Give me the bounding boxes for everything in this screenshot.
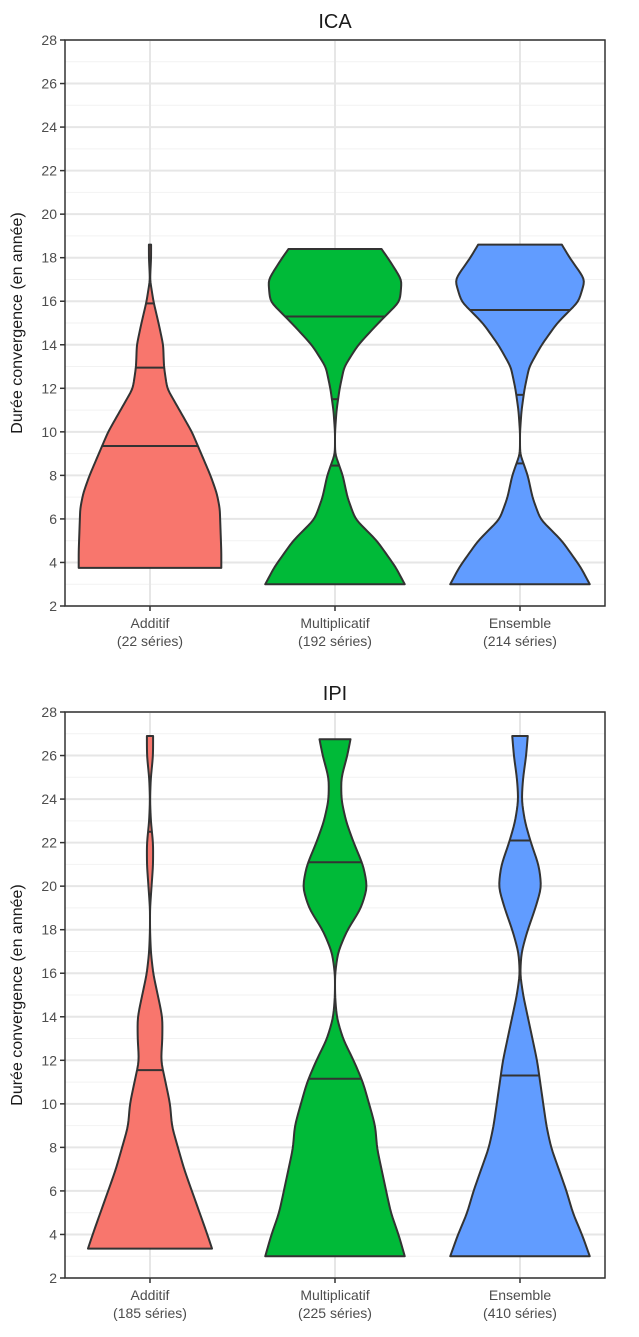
y-tick-label: 6 bbox=[49, 511, 57, 527]
x-category-sublabel: (410 séries) bbox=[483, 1305, 557, 1321]
y-tick-label: 14 bbox=[41, 1009, 57, 1025]
x-category-sublabel: (185 séries) bbox=[113, 1305, 187, 1321]
y-tick-label: 4 bbox=[49, 554, 57, 570]
y-tick-label: 10 bbox=[41, 424, 57, 440]
x-category-sublabel: (225 séries) bbox=[298, 1305, 372, 1321]
y-tick-label: 10 bbox=[41, 1096, 57, 1112]
plot-border bbox=[64, 39, 606, 607]
x-category-sublabel: (22 séries) bbox=[117, 633, 183, 649]
y-tick-label: 20 bbox=[41, 878, 57, 894]
y-tick-label: 22 bbox=[41, 163, 57, 179]
y-tick-label: 4 bbox=[49, 1226, 57, 1242]
violin-body bbox=[264, 738, 406, 1258]
y-axis-label: Durée convergence (en année) bbox=[9, 212, 26, 433]
x-category-label: Ensemble bbox=[489, 615, 551, 631]
y-tick-label: 26 bbox=[41, 76, 57, 92]
y-tick-label: 16 bbox=[41, 293, 57, 309]
violin-body bbox=[264, 247, 406, 586]
violin-body bbox=[77, 243, 223, 569]
y-tick-label: 16 bbox=[41, 965, 57, 981]
y-tick-label: 26 bbox=[41, 748, 57, 764]
x-category-label: Additif bbox=[131, 1287, 170, 1303]
y-tick-label: 14 bbox=[41, 337, 57, 353]
y-tick-label: 22 bbox=[41, 835, 57, 851]
x-category-sublabel: (192 séries) bbox=[298, 633, 372, 649]
y-tick-label: 6 bbox=[49, 1183, 57, 1199]
y-tick-label: 28 bbox=[41, 704, 57, 720]
violin-body bbox=[87, 734, 213, 1250]
x-category-label: Multiplicatif bbox=[300, 1287, 369, 1303]
y-tick-label: 2 bbox=[49, 1270, 57, 1286]
x-category-label: Additif bbox=[131, 615, 170, 631]
violin-ensemble bbox=[449, 243, 591, 586]
violin-multiplicatif bbox=[264, 738, 406, 1258]
violin-additif bbox=[87, 734, 213, 1250]
violin-multiplicatif bbox=[264, 247, 406, 586]
chart-panel-2: Additif (185 séries) Multiplicatif (225 sér… bbox=[9, 683, 606, 1321]
chart-title: IPI bbox=[323, 683, 347, 705]
y-tick-label: 2 bbox=[49, 598, 57, 614]
y-tick-label: 18 bbox=[41, 922, 57, 938]
chart-title: ICA bbox=[318, 11, 352, 33]
chart-panel-1: Additif (22 séries) Multiplicatif (192 séri… bbox=[9, 11, 606, 649]
y-tick-label: 24 bbox=[41, 119, 57, 135]
y-tick-label: 12 bbox=[41, 1052, 57, 1068]
violin-body bbox=[449, 243, 591, 586]
y-tick-label: 8 bbox=[49, 467, 57, 483]
y-tick-label: 12 bbox=[41, 380, 57, 396]
y-tick-label: 28 bbox=[41, 32, 57, 48]
violin-ensemble bbox=[449, 734, 591, 1258]
y-tick-label: 20 bbox=[41, 206, 57, 222]
y-tick-label: 24 bbox=[41, 791, 57, 807]
y-axis-label: Durée convergence (en année) bbox=[9, 884, 26, 1105]
violin-additif bbox=[77, 243, 223, 569]
y-tick-label: 18 bbox=[41, 250, 57, 266]
x-category-label: Multiplicatif bbox=[300, 615, 369, 631]
x-category-label: Ensemble bbox=[489, 1287, 551, 1303]
y-tick-label: 8 bbox=[49, 1139, 57, 1155]
x-category-sublabel: (214 séries) bbox=[483, 633, 557, 649]
violin-body bbox=[449, 734, 591, 1258]
plot-border bbox=[64, 711, 606, 1279]
